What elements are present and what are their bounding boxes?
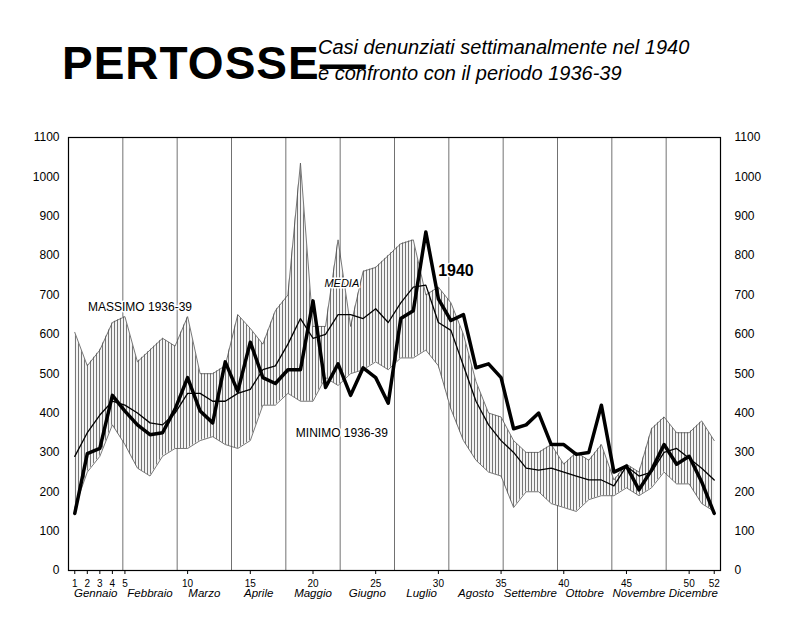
svg-text:400: 400: [735, 406, 755, 420]
svg-text:Febbraio: Febbraio: [127, 587, 173, 599]
svg-text:600: 600: [39, 327, 59, 341]
svg-text:MEDIA: MEDIA: [324, 277, 359, 289]
svg-text:2: 2: [84, 577, 91, 589]
svg-text:100: 100: [39, 524, 59, 538]
svg-text:0: 0: [735, 563, 742, 577]
svg-text:800: 800: [735, 248, 755, 262]
html-text:e confronto con il periodo 193: e confronto con il periodo 1936-39: [318, 62, 622, 84]
svg-text:50: 50: [683, 577, 695, 589]
svg-text:1100: 1100: [735, 130, 761, 144]
svg-text:40: 40: [558, 577, 570, 589]
svg-text:400: 400: [39, 406, 59, 420]
svg-text:200: 200: [735, 485, 755, 499]
svg-text:Giugno: Giugno: [349, 587, 387, 599]
svg-text:500: 500: [735, 367, 755, 381]
svg-text:Settembre: Settembre: [504, 587, 557, 599]
svg-text:Ottobre: Ottobre: [565, 587, 603, 599]
svg-text:52: 52: [708, 577, 720, 589]
svg-text:25: 25: [370, 577, 382, 589]
svg-text:5: 5: [122, 577, 128, 589]
svg-text:20: 20: [307, 577, 319, 589]
svg-text:MASSIMO 1936-39: MASSIMO 1936-39: [88, 300, 192, 314]
html-text:Casi denunziati settimanalment: Casi denunziati settimanalmente nel 1940: [318, 36, 690, 58]
svg-text:4: 4: [109, 577, 116, 589]
html-text:PERTOSSE—: PERTOSSE—: [62, 37, 367, 89]
svg-text:Dicembre: Dicembre: [669, 587, 718, 599]
svg-text:45: 45: [620, 577, 632, 589]
svg-text:Maggio: Maggio: [294, 587, 332, 599]
svg-text:300: 300: [735, 445, 755, 459]
svg-text:500: 500: [39, 367, 59, 381]
svg-text:900: 900: [735, 209, 755, 223]
svg-text:300: 300: [39, 445, 59, 459]
svg-text:1: 1: [72, 577, 78, 589]
svg-text:10: 10: [182, 577, 194, 589]
svg-text:700: 700: [39, 288, 59, 302]
svg-text:Agosto: Agosto: [457, 587, 494, 599]
svg-text:Marzo: Marzo: [188, 587, 221, 599]
svg-text:800: 800: [39, 248, 59, 262]
svg-text:600: 600: [735, 327, 755, 341]
svg-text:15: 15: [244, 577, 256, 589]
svg-text:3: 3: [97, 577, 103, 589]
svg-text:700: 700: [735, 288, 755, 302]
svg-text:100: 100: [735, 524, 755, 538]
svg-text:30: 30: [432, 577, 444, 589]
svg-text:MINIMO 1936-39: MINIMO 1936-39: [296, 426, 388, 440]
svg-text:Luglio: Luglio: [406, 587, 437, 599]
svg-text:1000: 1000: [735, 170, 762, 184]
svg-text:0: 0: [53, 563, 60, 577]
svg-text:35: 35: [495, 577, 507, 589]
svg-text:1000: 1000: [33, 170, 60, 184]
svg-text:1940: 1940: [438, 262, 474, 279]
svg-text:Novembre: Novembre: [612, 587, 665, 599]
svg-text:Gennaio: Gennaio: [74, 587, 118, 599]
svg-text:Aprile: Aprile: [243, 587, 273, 599]
svg-text:900: 900: [39, 209, 59, 223]
svg-text:1100: 1100: [34, 130, 60, 144]
svg-text:200: 200: [39, 485, 59, 499]
